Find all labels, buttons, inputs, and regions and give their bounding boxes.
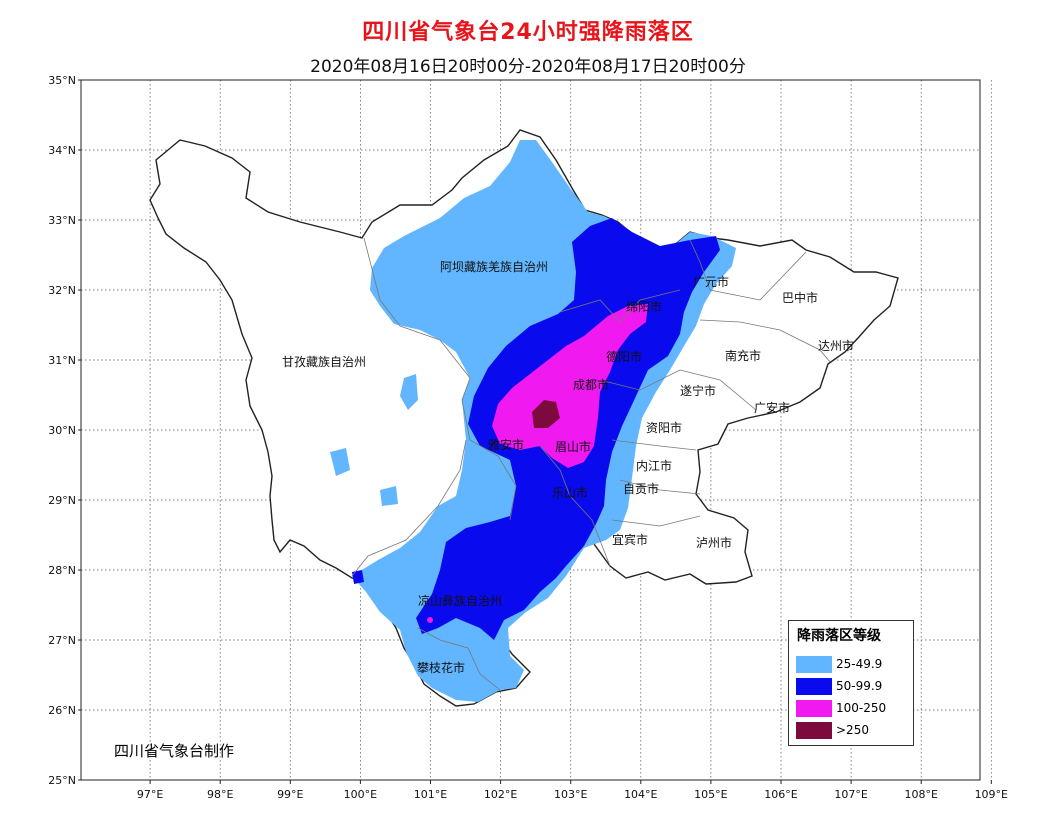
- latitude-label: 32°N: [48, 284, 76, 297]
- legend-swatch: [796, 699, 832, 717]
- legend: 降雨落区等级 25-49.9 50-99.9 100-250 >250: [788, 620, 914, 746]
- longitude-label: 107°E: [834, 788, 867, 801]
- region-label: 泸州市: [696, 535, 732, 550]
- rain-patch-100-250: [427, 617, 433, 623]
- longitude-label: 98°E: [207, 788, 233, 801]
- rain-patch-50-99.9: [352, 570, 364, 584]
- latitude-label: 26°N: [48, 704, 76, 717]
- longitude-label: 102°E: [484, 788, 517, 801]
- region-label: 雅安市: [488, 437, 524, 452]
- region-label: 宜宾市: [612, 532, 648, 547]
- longitude-labels: 97°E 98°E 99°E 100°E 101°E 102°E 103°E 104°E 105…: [137, 780, 1008, 801]
- longitude-label: 106°E: [764, 788, 797, 801]
- latitude-label: 29°N: [48, 494, 76, 507]
- map-subtitle: 2020年08月16日20时00分-2020年08月17日20时00分: [310, 57, 746, 77]
- latitude-label: 35°N: [48, 74, 76, 87]
- region-label: 阿坝藏族羌族自治州: [440, 260, 548, 274]
- longitude-label: 104°E: [624, 788, 657, 801]
- region-label: 成都市: [573, 377, 609, 392]
- longitude-label: 109°E: [975, 788, 1008, 801]
- legend-title: 降雨落区等级: [797, 628, 881, 644]
- legend-label: 25-49.9: [836, 657, 883, 671]
- region-label: 巴中市: [782, 290, 818, 305]
- legend-label: 100-250: [836, 701, 887, 715]
- latitude-label: 31°N: [48, 354, 76, 367]
- rain-patch-25-49.9: [330, 448, 350, 476]
- legend-swatch: [796, 655, 832, 673]
- region-label: 内江市: [636, 458, 672, 473]
- region-label: 达州市: [818, 338, 854, 353]
- credit-text: 四川省气象台制作: [114, 742, 235, 760]
- latitude-label: 34°N: [48, 144, 76, 157]
- region-label: 攀枝花市: [417, 660, 465, 675]
- longitude-label: 100°E: [344, 788, 377, 801]
- legend-item: 100-250: [796, 697, 913, 719]
- region-label: 德阳市: [606, 349, 642, 364]
- legend-item: 25-49.9: [796, 653, 913, 675]
- region-label: 眉山市: [555, 439, 591, 454]
- region-label: 资阳市: [646, 420, 682, 435]
- legend-swatch: [796, 721, 832, 739]
- latitude-label: 25°N: [48, 774, 76, 787]
- region-label: 南充市: [725, 348, 761, 363]
- latitude-label: 30°N: [48, 424, 76, 437]
- region-label: 绵阳市: [626, 299, 662, 314]
- region-label: 自贡市: [623, 481, 659, 496]
- legend-swatch: [796, 677, 832, 695]
- region-label: 遂宁市: [680, 383, 716, 398]
- region-label: 广元市: [693, 274, 729, 289]
- region-label: 乐山市: [552, 485, 588, 500]
- rain-patch-25-49.9: [400, 374, 418, 410]
- longitude-label: 99°E: [277, 788, 303, 801]
- rain-zone-100-250: [492, 304, 648, 468]
- longitude-label: 101°E: [414, 788, 447, 801]
- longitude-label: 97°E: [137, 788, 163, 801]
- legend-item: 50-99.9: [796, 675, 913, 697]
- latitude-label: 33°N: [48, 214, 76, 227]
- latitude-label: 27°N: [48, 634, 76, 647]
- longitude-label: 105°E: [694, 788, 727, 801]
- region-label: 广安市: [754, 400, 790, 415]
- longitude-label: 103°E: [554, 788, 587, 801]
- legend-item: >250: [796, 719, 913, 741]
- longitude-label: 108°E: [904, 788, 937, 801]
- rain-patch-25-49.9: [380, 486, 398, 506]
- map-title: 四川省气象台24小时强降雨落区: [362, 20, 694, 45]
- region-label: 凉山彝族自治州: [418, 593, 502, 608]
- latitude-label: 28°N: [48, 564, 76, 577]
- region-label: 甘孜藏族自治州: [282, 355, 366, 369]
- prefecture-boundaries: [351, 237, 831, 691]
- latitude-labels: 35°N 34°N 33°N 32°N 31°N 30°N 29°N 28°N 27°N 26°N…: [48, 74, 81, 787]
- legend-label: >250: [836, 723, 869, 737]
- legend-label: 50-99.9: [836, 679, 883, 693]
- rain-zone-over-250: [532, 400, 560, 428]
